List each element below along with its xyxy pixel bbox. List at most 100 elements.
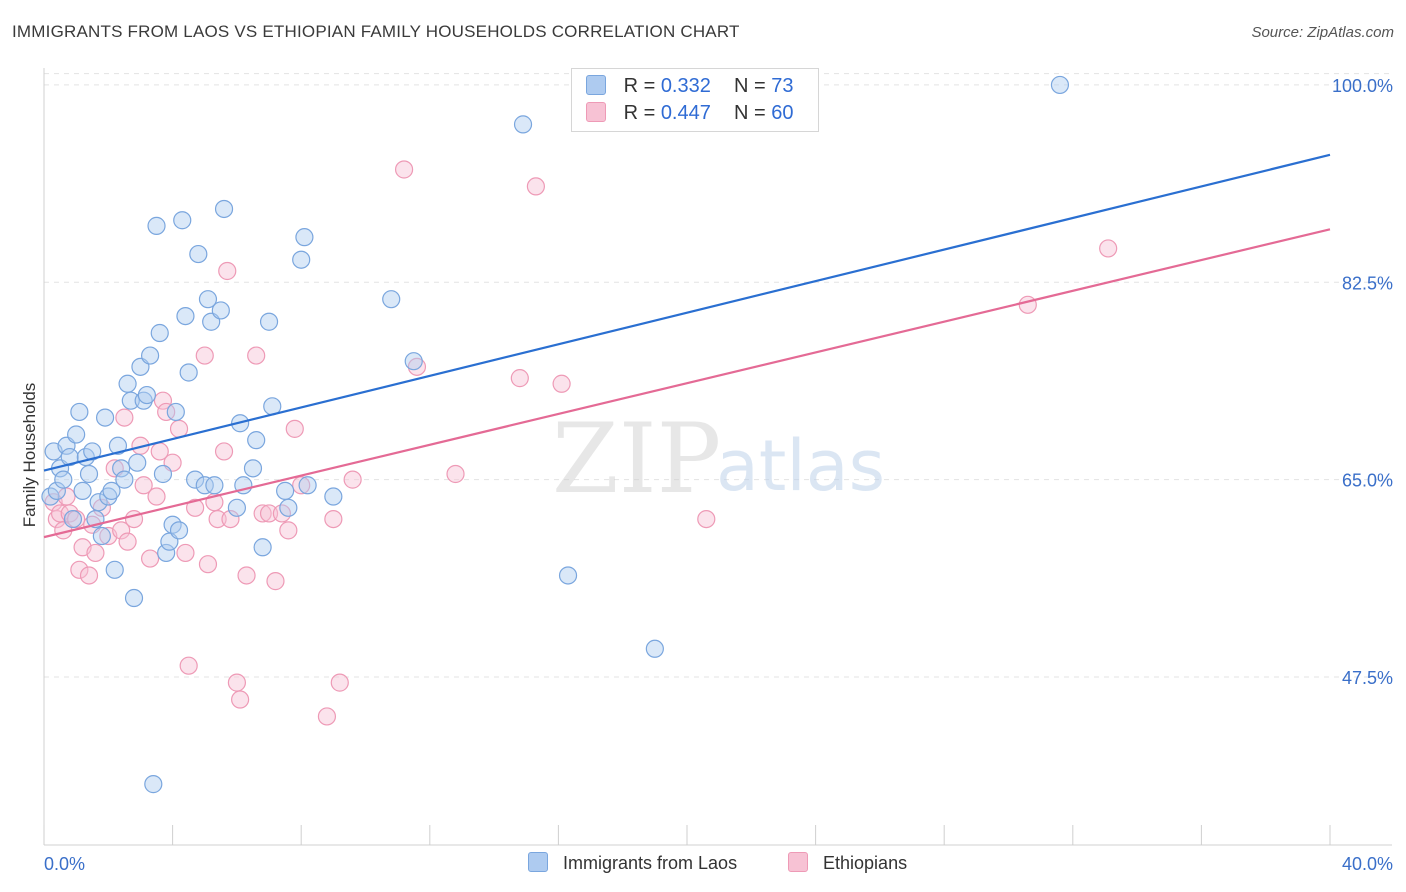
- laos-point: [166, 402, 185, 422]
- laos-point: [205, 476, 224, 495]
- laos-points: [41, 75, 1070, 794]
- laos-point: [279, 498, 298, 517]
- ethiopians-point: [266, 572, 285, 591]
- chart-source: Source: ZipAtlas.com: [1251, 24, 1394, 41]
- laos-point: [150, 323, 169, 343]
- laos-point: [292, 250, 311, 269]
- ethiopians-point: [394, 160, 414, 179]
- ethiopians-point: [510, 369, 529, 388]
- ethiopians-point: [292, 476, 311, 495]
- laos-point: [214, 199, 234, 219]
- laos-legend-swatch: [528, 852, 548, 872]
- laos-point: [137, 385, 156, 405]
- laos-point: [144, 775, 163, 794]
- n-label: N =: [734, 102, 766, 124]
- laos-point: [558, 566, 578, 585]
- laos-point: [95, 408, 115, 427]
- ethiopians-point: [112, 521, 131, 540]
- ethiopians-point: [285, 419, 304, 438]
- x-tick-labels: 0.0% 40.0%: [44, 854, 1393, 874]
- laos-point: [227, 498, 246, 517]
- ethiopians-point: [218, 261, 237, 281]
- ethiopians-n-value: 60: [771, 102, 794, 124]
- ethiopians-point: [330, 673, 349, 692]
- ethiopians-point: [147, 487, 166, 506]
- ethiopians-point: [134, 476, 153, 495]
- ethiopians-point: [140, 549, 160, 568]
- trend-lines: [43, 153, 1331, 539]
- n-label: N =: [734, 75, 766, 97]
- laos-point: [198, 290, 218, 309]
- chart-title: IMMIGRANTS FROM LAOS VS ETHIOPIAN FAMILY…: [12, 22, 740, 41]
- laos-point: [89, 493, 108, 512]
- laos-point: [105, 560, 124, 579]
- laos-point: [83, 442, 102, 461]
- ethiopians-point: [214, 442, 234, 461]
- ethiopians-point: [552, 374, 571, 393]
- laos-point: [47, 481, 66, 500]
- laos-point: [99, 487, 118, 506]
- laos-point: [1050, 75, 1070, 95]
- laos-point: [112, 459, 131, 478]
- y-tick-label: 65.0%: [1342, 471, 1393, 491]
- laos-point: [140, 346, 160, 365]
- ethiopians-point: [247, 346, 266, 365]
- ethiopians-point: [118, 532, 137, 551]
- ethiopians-point: [195, 346, 214, 365]
- laos-trend-line: [43, 153, 1331, 472]
- watermark-atlas: atlas: [716, 425, 885, 507]
- r-label: R =: [623, 102, 656, 124]
- ethiopians-point: [317, 707, 337, 726]
- r-label: R =: [623, 75, 656, 97]
- laos-point: [157, 543, 176, 563]
- ethiopians-points: [44, 160, 1118, 726]
- ethiopians-point: [70, 560, 89, 579]
- laos-point: [211, 301, 230, 320]
- laos-point: [128, 453, 147, 472]
- laos-point: [259, 312, 279, 331]
- ethiopians-point: [92, 498, 111, 517]
- laos-n-value: 73: [771, 75, 794, 97]
- laos-point: [295, 228, 314, 247]
- ethiopians-point: [176, 543, 195, 563]
- laos-point: [134, 391, 153, 410]
- ethiopians-point: [153, 391, 173, 410]
- laos-point: [169, 521, 189, 540]
- ethiopians-point: [343, 470, 362, 489]
- ethiopians-point: [179, 656, 198, 675]
- ethiopians-point: [1018, 295, 1037, 314]
- ethiopians-point: [227, 673, 246, 692]
- ethiopians-point: [1099, 239, 1118, 258]
- laos-point: [63, 509, 83, 529]
- laos-point: [513, 115, 533, 134]
- laos-point: [147, 216, 166, 235]
- ethiopians-point: [208, 509, 227, 529]
- ethiopians-point: [221, 509, 240, 529]
- ethiopians-point: [279, 521, 298, 540]
- ethiopians-legend-label: Ethiopians: [823, 853, 908, 873]
- ethiopians-point: [526, 177, 545, 196]
- ethiopians-point: [186, 498, 205, 517]
- laos-point: [124, 588, 144, 608]
- laos-point: [179, 363, 198, 382]
- ethiopians-point: [697, 509, 716, 529]
- laos-point: [382, 290, 401, 309]
- laos-swatch: [586, 75, 606, 95]
- y-tick-label: 82.5%: [1342, 273, 1393, 293]
- x-tick-label: 40.0%: [1342, 854, 1393, 874]
- legend-row-ethiopians: R = 0.447 N = 60: [586, 102, 794, 126]
- laos-point: [153, 464, 173, 484]
- ethiopians-swatch: [586, 102, 606, 122]
- laos-point: [189, 244, 208, 264]
- ethiopians-point: [115, 408, 134, 427]
- ethiopians-point: [169, 419, 189, 438]
- ethiopians-point: [231, 690, 250, 709]
- ethiopians-point: [86, 543, 105, 563]
- x-tick-label: 0.0%: [44, 854, 85, 874]
- ethiopians-point: [157, 402, 176, 422]
- laos-point: [92, 526, 111, 546]
- laos-point: [195, 476, 214, 495]
- laos-point: [118, 374, 137, 393]
- laos-point: [108, 436, 128, 455]
